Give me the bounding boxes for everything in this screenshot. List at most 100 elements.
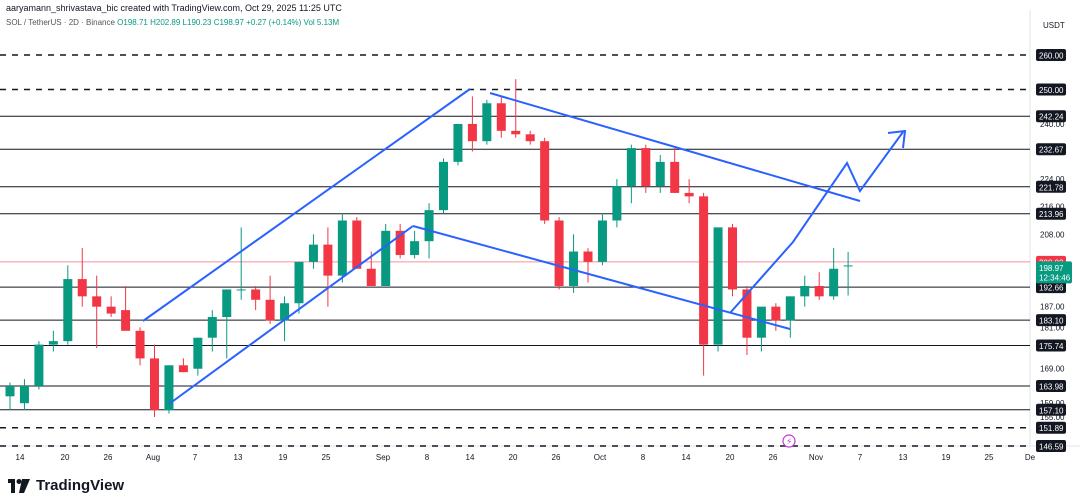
candle[interactable] bbox=[150, 344, 159, 418]
candle[interactable] bbox=[453, 123, 463, 166]
candle[interactable] bbox=[771, 303, 781, 331]
candle[interactable] bbox=[785, 296, 795, 338]
last-price-badge bbox=[1036, 261, 1072, 284]
candle-body bbox=[410, 241, 420, 255]
candle[interactable] bbox=[597, 213, 607, 266]
candle[interactable] bbox=[467, 96, 477, 152]
candle-body bbox=[728, 227, 737, 290]
candle-body bbox=[178, 365, 188, 373]
candle[interactable] bbox=[439, 158, 448, 214]
price-tick-label: 181.00 bbox=[1040, 323, 1065, 332]
candle[interactable] bbox=[251, 285, 261, 311]
event-marker[interactable] bbox=[782, 434, 796, 448]
candle[interactable] bbox=[583, 248, 593, 283]
candle[interactable] bbox=[829, 248, 839, 300]
time-tick-label: 25 bbox=[322, 453, 331, 462]
rising-channel-upper-trendline[interactable] bbox=[142, 88, 471, 322]
lightning-icon: ⚡ bbox=[786, 438, 792, 448]
candle-body bbox=[439, 161, 448, 211]
level-price-label: 221.78 bbox=[1039, 183, 1064, 192]
projected-path[interactable] bbox=[729, 131, 904, 314]
candle[interactable] bbox=[323, 227, 333, 307]
candle[interactable] bbox=[207, 310, 217, 352]
candle[interactable] bbox=[92, 275, 102, 349]
candle[interactable] bbox=[106, 296, 116, 318]
candle[interactable] bbox=[713, 227, 723, 352]
candle[interactable] bbox=[19, 379, 29, 411]
ohlc-values: O198.71 H202.89 L190.23 C198.97 +0.27 (+… bbox=[117, 18, 302, 27]
level-price-label: 183.10 bbox=[1039, 317, 1064, 326]
candle-body bbox=[366, 268, 376, 286]
bar-countdown-label: 12:34:46 bbox=[1039, 273, 1071, 282]
candle-body bbox=[626, 148, 636, 187]
candle-body bbox=[236, 289, 246, 291]
candle[interactable] bbox=[381, 223, 391, 286]
candle-body bbox=[424, 210, 434, 242]
candle[interactable] bbox=[395, 223, 405, 259]
candle[interactable] bbox=[525, 130, 535, 145]
candle[interactable] bbox=[410, 230, 420, 259]
tradingview-logo-text: TradingView bbox=[36, 477, 125, 494]
candle[interactable] bbox=[178, 358, 188, 373]
candle[interactable] bbox=[63, 265, 73, 345]
level-price-label: 151.89 bbox=[1039, 424, 1064, 433]
candle[interactable] bbox=[121, 285, 131, 331]
candle-body bbox=[308, 244, 318, 262]
candle[interactable] bbox=[641, 144, 651, 193]
time-tick-label: 20 bbox=[726, 453, 735, 462]
candle-body bbox=[655, 161, 665, 187]
candle[interactable] bbox=[742, 285, 752, 355]
candle[interactable] bbox=[308, 234, 318, 269]
candle-body bbox=[684, 192, 694, 197]
falling-channel-upper-trendline[interactable] bbox=[489, 92, 861, 202]
time-tick-label: 8 bbox=[641, 453, 646, 462]
candle[interactable] bbox=[814, 272, 824, 300]
candle[interactable] bbox=[612, 179, 622, 228]
candle[interactable] bbox=[670, 148, 680, 193]
candle[interactable] bbox=[352, 217, 362, 269]
candle[interactable] bbox=[5, 382, 15, 411]
candle[interactable] bbox=[728, 223, 737, 297]
candle[interactable] bbox=[34, 341, 44, 390]
candle[interactable] bbox=[193, 337, 203, 376]
candle[interactable] bbox=[265, 275, 275, 324]
time-tick-label: 14 bbox=[682, 453, 691, 462]
candle[interactable] bbox=[843, 251, 853, 296]
candle[interactable] bbox=[626, 144, 636, 204]
candle-body bbox=[829, 268, 839, 297]
candle[interactable] bbox=[699, 192, 709, 376]
tradingview-logo[interactable]: TradingView bbox=[8, 477, 124, 494]
candle[interactable] bbox=[655, 154, 665, 193]
candle-body bbox=[193, 337, 203, 369]
candle[interactable] bbox=[135, 327, 145, 366]
candle[interactable] bbox=[236, 227, 246, 300]
candle[interactable] bbox=[482, 99, 492, 145]
projection-arrowhead bbox=[887, 129, 907, 149]
currency-label: USDT bbox=[1043, 21, 1065, 30]
candle[interactable] bbox=[684, 179, 694, 204]
level-price-label: 157.10 bbox=[1039, 406, 1064, 415]
candle-body bbox=[785, 296, 795, 321]
candle-body bbox=[612, 186, 622, 221]
candle-body bbox=[540, 141, 550, 221]
candle[interactable] bbox=[511, 79, 521, 138]
candle[interactable] bbox=[222, 289, 232, 359]
candle-body bbox=[381, 230, 391, 286]
candle[interactable] bbox=[294, 261, 304, 314]
candle[interactable] bbox=[77, 248, 87, 307]
level-price-label: 232.67 bbox=[1039, 146, 1064, 155]
time-tick-label: Sep bbox=[376, 453, 391, 462]
candle[interactable] bbox=[164, 365, 174, 414]
level-price-label-badge bbox=[1036, 314, 1066, 327]
price-tick-label: 224.00 bbox=[1040, 175, 1065, 184]
falling-channel-lower-trendline[interactable] bbox=[412, 225, 791, 330]
candle[interactable] bbox=[569, 234, 579, 293]
candle[interactable] bbox=[337, 213, 347, 283]
candle[interactable] bbox=[800, 275, 810, 307]
candle[interactable] bbox=[496, 96, 506, 138]
candle[interactable] bbox=[554, 217, 564, 290]
candle[interactable] bbox=[540, 137, 550, 224]
rising-channel-lower-trendline[interactable] bbox=[168, 225, 414, 405]
candle[interactable] bbox=[48, 330, 58, 352]
